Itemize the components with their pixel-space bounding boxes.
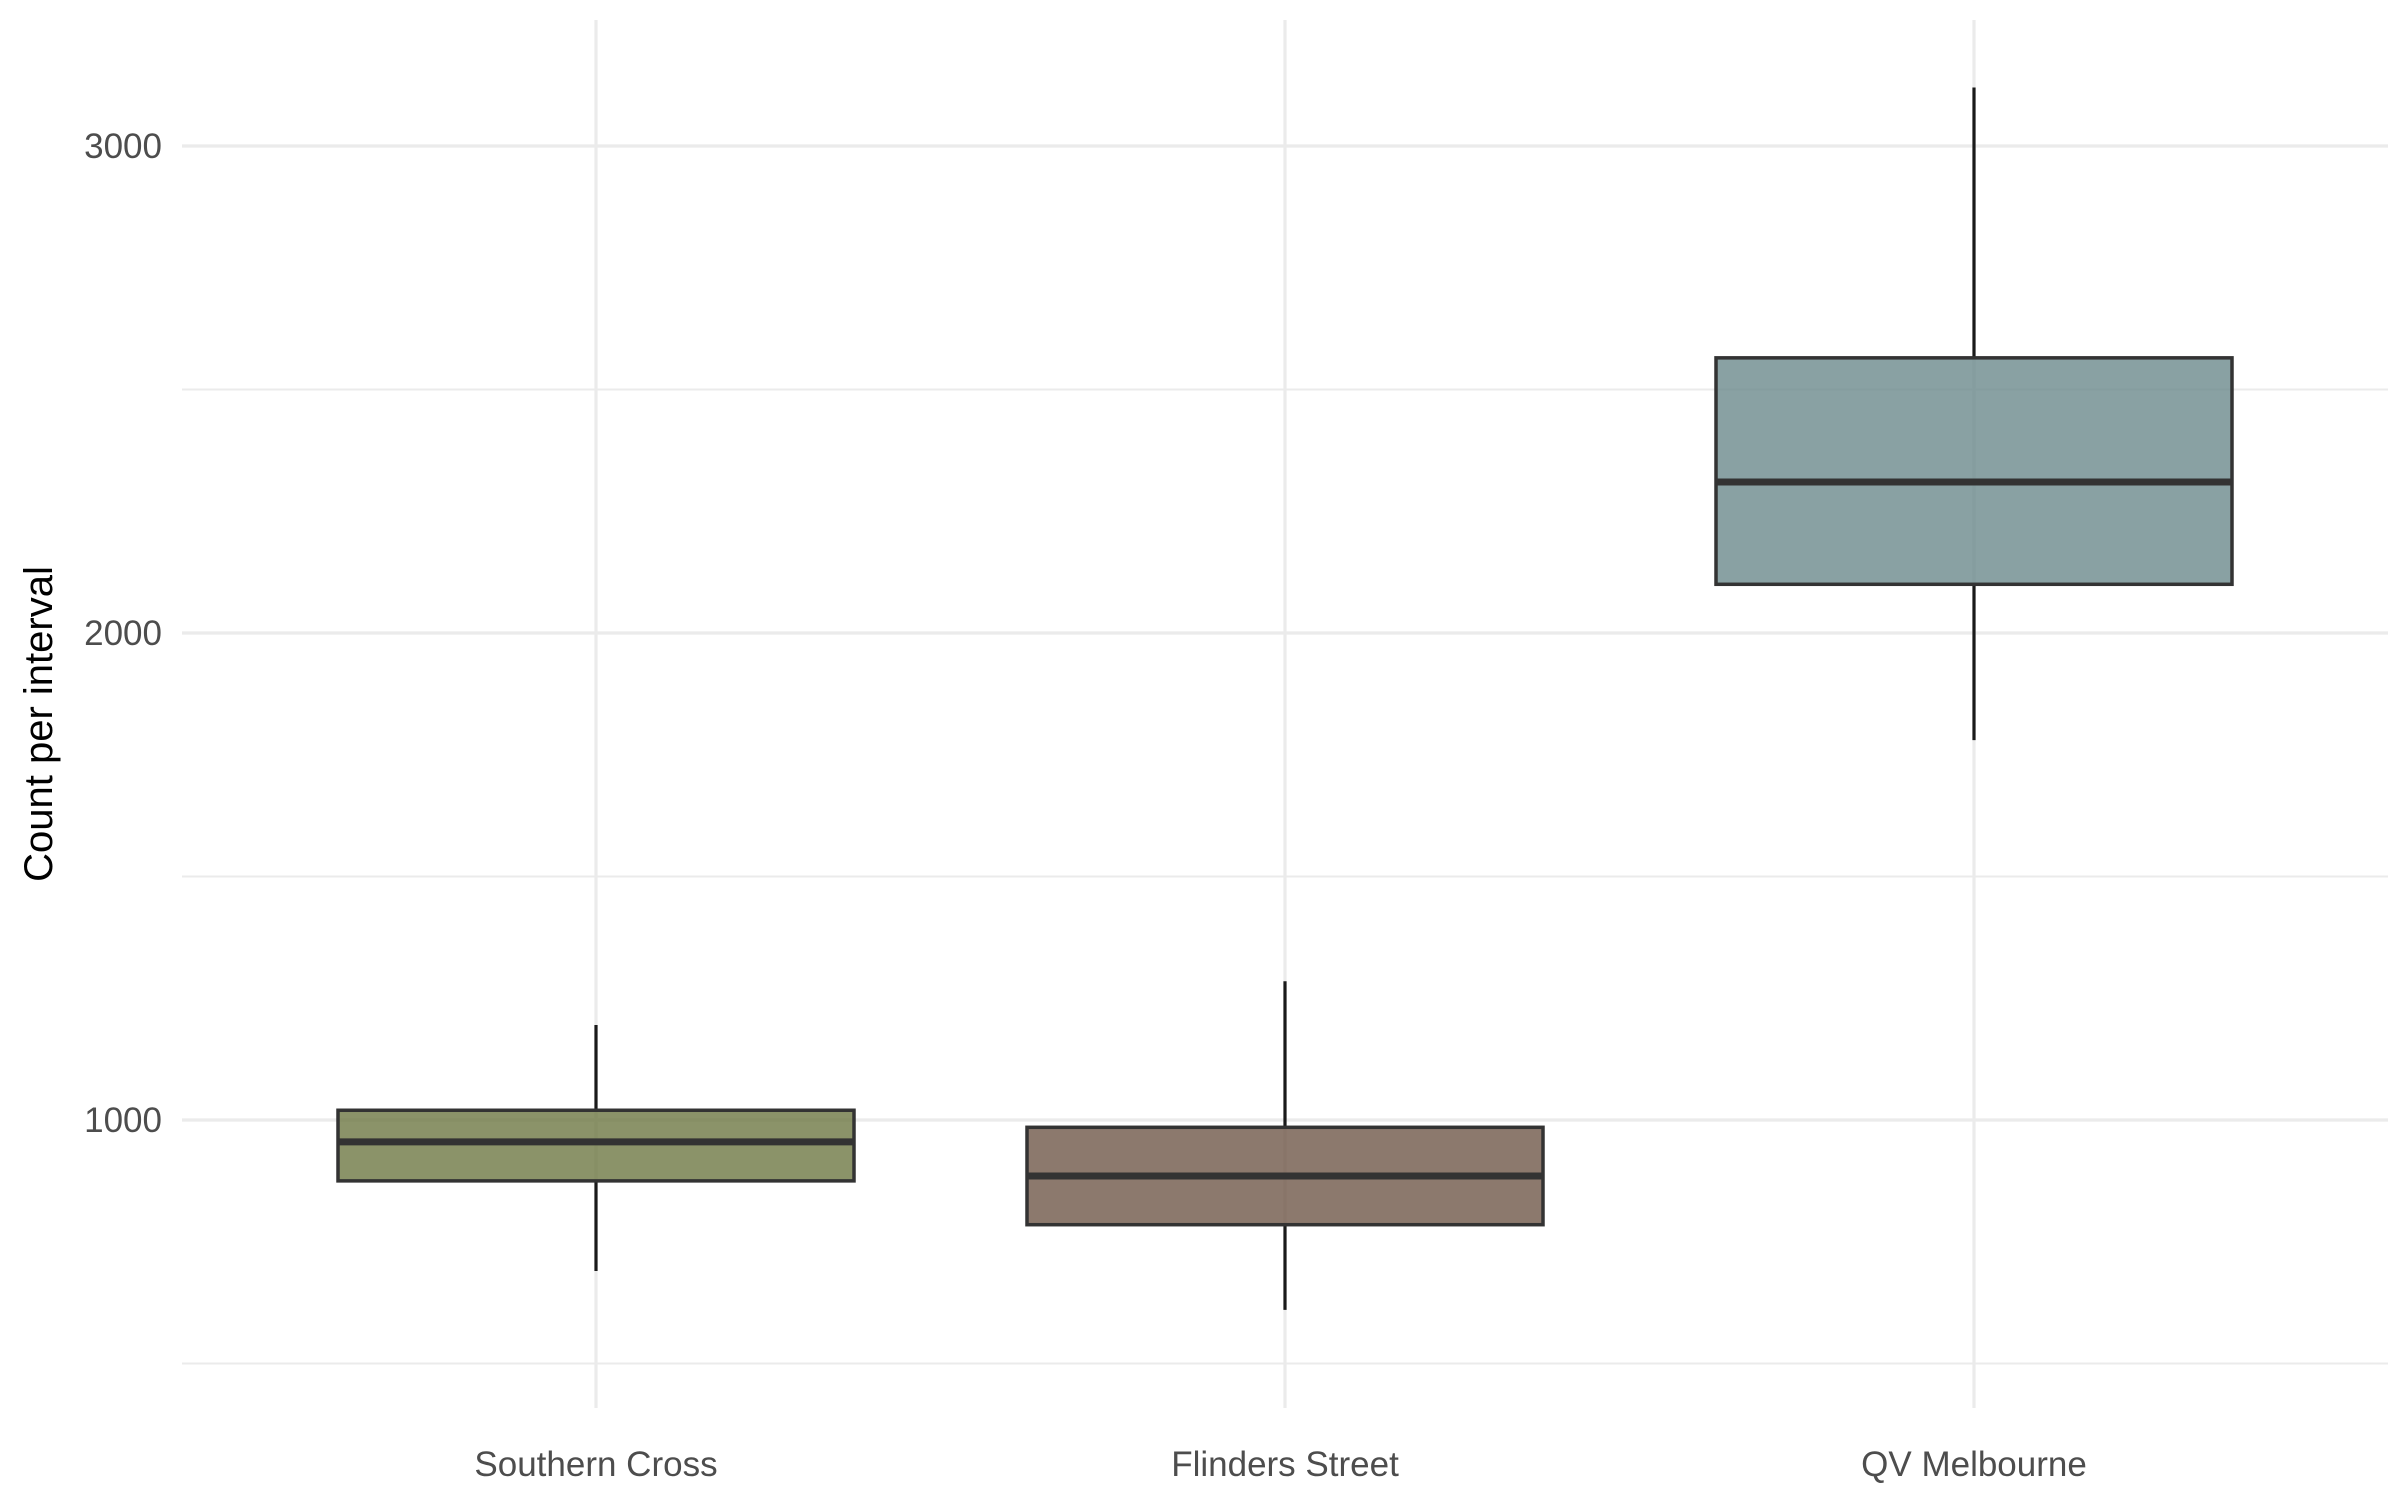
x-tick-label: Southern Cross	[474, 1445, 717, 1484]
y-tick-label: 2000	[84, 614, 162, 653]
box-group	[336, 1025, 856, 1271]
y-tick-label: 3000	[84, 127, 162, 166]
label-layer: 1000 2000 3000 Southern Cross Flinders Stree…	[84, 127, 2087, 1484]
x-tick-label: QV Melbourne	[1861, 1445, 2087, 1484]
box-group	[1025, 981, 1545, 1310]
box-group	[1714, 87, 2234, 741]
box-iqr	[336, 1108, 856, 1183]
box-iqr	[1714, 356, 2234, 587]
box-layer	[336, 87, 2234, 1310]
y-tick-label: 1000	[84, 1101, 162, 1140]
x-tick-label: Flinders Street	[1171, 1445, 1399, 1484]
y-axis-title: Count per interval	[17, 566, 61, 882]
